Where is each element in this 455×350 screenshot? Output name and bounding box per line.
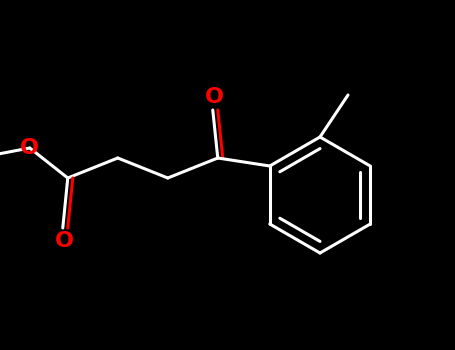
Text: O: O xyxy=(20,138,39,158)
Text: O: O xyxy=(55,231,74,251)
Text: O: O xyxy=(205,87,224,107)
